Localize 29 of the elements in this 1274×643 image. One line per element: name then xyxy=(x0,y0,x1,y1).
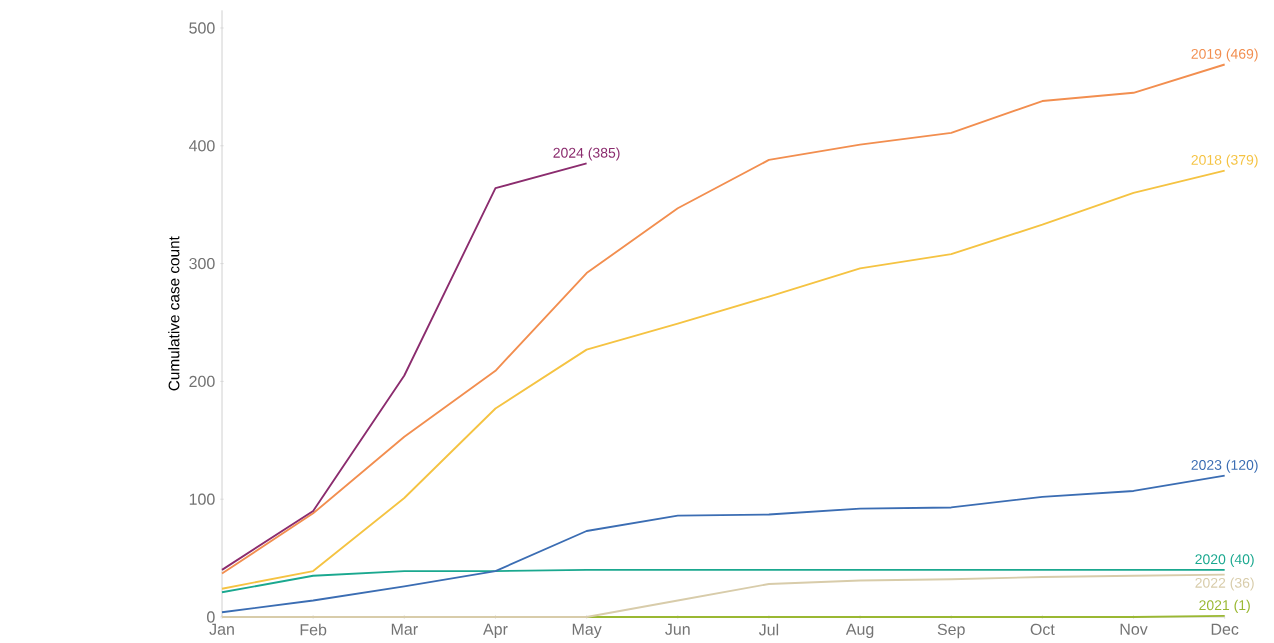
series-label: 2024 (385) xyxy=(553,147,620,161)
x-tick-label: Oct xyxy=(1030,623,1055,636)
series-label: 2023 (120) xyxy=(1191,459,1258,473)
y-tick-label: 300 xyxy=(189,257,215,270)
y-tick-label: 500 xyxy=(189,22,215,34)
line-series xyxy=(221,169,1226,590)
x-tick-label: Apr xyxy=(483,623,508,639)
x-tick-label: Nov xyxy=(1120,623,1148,635)
series-label: 2019 (469) xyxy=(1191,48,1258,62)
x-tick-label: Jul xyxy=(758,623,779,636)
x-tick-label: Feb xyxy=(300,623,327,636)
series-label: 2020 (40) xyxy=(1195,553,1254,567)
y-tick-label: 400 xyxy=(188,140,215,152)
x-tick-label: Jan xyxy=(209,623,234,635)
y-tick-label: 0 xyxy=(207,611,215,623)
y-tick-label: 200 xyxy=(189,375,215,388)
x-tick-label: May xyxy=(572,623,602,639)
series-label: 2021 (1) xyxy=(1199,599,1250,613)
x-tick-label: Dec xyxy=(1211,623,1239,635)
x-tick-label: Aug xyxy=(845,623,874,639)
series-label: 2022 (36) xyxy=(1195,577,1254,591)
x-tick-label: Jun xyxy=(665,623,690,635)
line-series xyxy=(221,162,588,571)
y-axis-title: Cumulative case count xyxy=(168,236,180,391)
y-tick-label: 100 xyxy=(189,493,215,505)
series-label: 2018 (379) xyxy=(1191,154,1258,168)
x-tick-label: Sep xyxy=(937,623,965,639)
x-tick-label: Mar xyxy=(391,623,418,635)
line-series xyxy=(221,63,1226,575)
